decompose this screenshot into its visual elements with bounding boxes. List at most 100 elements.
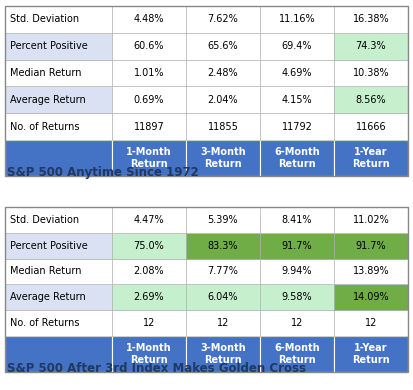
Bar [186, 87, 260, 113]
Text: 11.02%: 11.02% [353, 215, 389, 225]
Text: 2.08%: 2.08% [134, 266, 164, 277]
Text: 75.0%: 75.0% [134, 241, 164, 251]
Text: 9.94%: 9.94% [282, 266, 312, 277]
Text: Median Return: Median Return [10, 266, 81, 277]
Bar [260, 113, 334, 140]
Text: Std. Deviation: Std. Deviation [10, 215, 79, 225]
Text: 1-Month
Return: 1-Month Return [126, 147, 172, 169]
Bar [186, 6, 260, 33]
Bar [186, 207, 260, 233]
Text: 83.3%: 83.3% [208, 241, 238, 251]
Bar [334, 87, 408, 113]
Bar [112, 33, 186, 60]
Bar [260, 60, 334, 87]
Bar [5, 233, 112, 259]
Bar [260, 284, 334, 310]
Text: 4.69%: 4.69% [282, 68, 312, 78]
Text: 12: 12 [217, 318, 229, 328]
Text: 12: 12 [365, 318, 377, 328]
Bar [186, 233, 260, 259]
Text: Median Return: Median Return [10, 68, 81, 78]
Bar [260, 33, 334, 60]
Bar [5, 336, 112, 372]
Bar [186, 33, 260, 60]
Text: 7.77%: 7.77% [208, 266, 238, 277]
Bar [5, 6, 112, 33]
Text: 65.6%: 65.6% [208, 41, 238, 51]
Text: 2.48%: 2.48% [208, 68, 238, 78]
Text: 4.47%: 4.47% [134, 215, 164, 225]
Bar [186, 113, 260, 140]
Text: 1-Year
Return: 1-Year Return [352, 147, 390, 169]
Bar [112, 207, 186, 233]
Bar [260, 140, 334, 176]
Text: 13.89%: 13.89% [353, 266, 389, 277]
Bar [186, 140, 260, 176]
Text: 6.04%: 6.04% [208, 292, 238, 302]
Text: 91.7%: 91.7% [282, 241, 312, 251]
Text: 69.4%: 69.4% [282, 41, 312, 51]
Text: 2.69%: 2.69% [134, 292, 164, 302]
Text: 91.7%: 91.7% [356, 241, 386, 251]
Bar [260, 336, 334, 372]
Bar [186, 284, 260, 310]
Text: 1-Year
Return: 1-Year Return [352, 343, 390, 365]
Bar [186, 336, 260, 372]
Bar [186, 259, 260, 284]
Bar [186, 60, 260, 87]
Text: 6-Month
Return: 6-Month Return [274, 343, 320, 365]
Bar [5, 259, 112, 284]
Text: 12: 12 [143, 318, 155, 328]
Bar [5, 6, 408, 176]
Text: 2.04%: 2.04% [208, 95, 238, 105]
Bar [112, 259, 186, 284]
Bar [334, 233, 408, 259]
Text: 4.48%: 4.48% [134, 14, 164, 25]
Bar [334, 207, 408, 233]
Bar [5, 140, 112, 176]
Text: 3-Month
Return: 3-Month Return [200, 147, 246, 169]
Text: 7.62%: 7.62% [208, 14, 238, 25]
Bar [5, 207, 408, 372]
Text: 8.41%: 8.41% [282, 215, 312, 225]
Bar [112, 60, 186, 87]
Text: 5.39%: 5.39% [208, 215, 238, 225]
Text: Average Return: Average Return [10, 95, 86, 105]
Bar [5, 207, 112, 233]
Text: 9.58%: 9.58% [282, 292, 312, 302]
Text: S&P 500 Anytime Since 1972: S&P 500 Anytime Since 1972 [7, 166, 199, 179]
Text: 12: 12 [291, 318, 303, 328]
Bar [334, 310, 408, 336]
Text: 11792: 11792 [282, 122, 313, 131]
Text: No. of Returns: No. of Returns [10, 122, 79, 131]
Bar [112, 87, 186, 113]
Text: S&P 500 After 3rd Index Makes Golden Cross: S&P 500 After 3rd Index Makes Golden Cro… [7, 362, 306, 375]
Text: 16.38%: 16.38% [353, 14, 389, 25]
Text: 10.38%: 10.38% [353, 68, 389, 78]
Text: 11.16%: 11.16% [279, 14, 315, 25]
Bar [334, 60, 408, 87]
Bar [334, 284, 408, 310]
Text: Std. Deviation: Std. Deviation [10, 14, 79, 25]
Bar [186, 310, 260, 336]
Text: 74.3%: 74.3% [356, 41, 386, 51]
Bar [5, 284, 112, 310]
Bar [334, 259, 408, 284]
Bar [112, 140, 186, 176]
Text: No. of Returns: No. of Returns [10, 318, 79, 328]
Bar [112, 113, 186, 140]
Bar [260, 207, 334, 233]
Text: 8.56%: 8.56% [356, 95, 386, 105]
Bar [260, 233, 334, 259]
Text: 4.15%: 4.15% [282, 95, 312, 105]
Bar [5, 113, 112, 140]
Bar [5, 33, 112, 60]
Text: 1-Month
Return: 1-Month Return [126, 343, 172, 365]
Bar [112, 310, 186, 336]
Text: 11897: 11897 [134, 122, 164, 131]
Bar [334, 113, 408, 140]
Bar [334, 33, 408, 60]
Bar [112, 6, 186, 33]
Bar [260, 259, 334, 284]
Text: 3-Month
Return: 3-Month Return [200, 343, 246, 365]
